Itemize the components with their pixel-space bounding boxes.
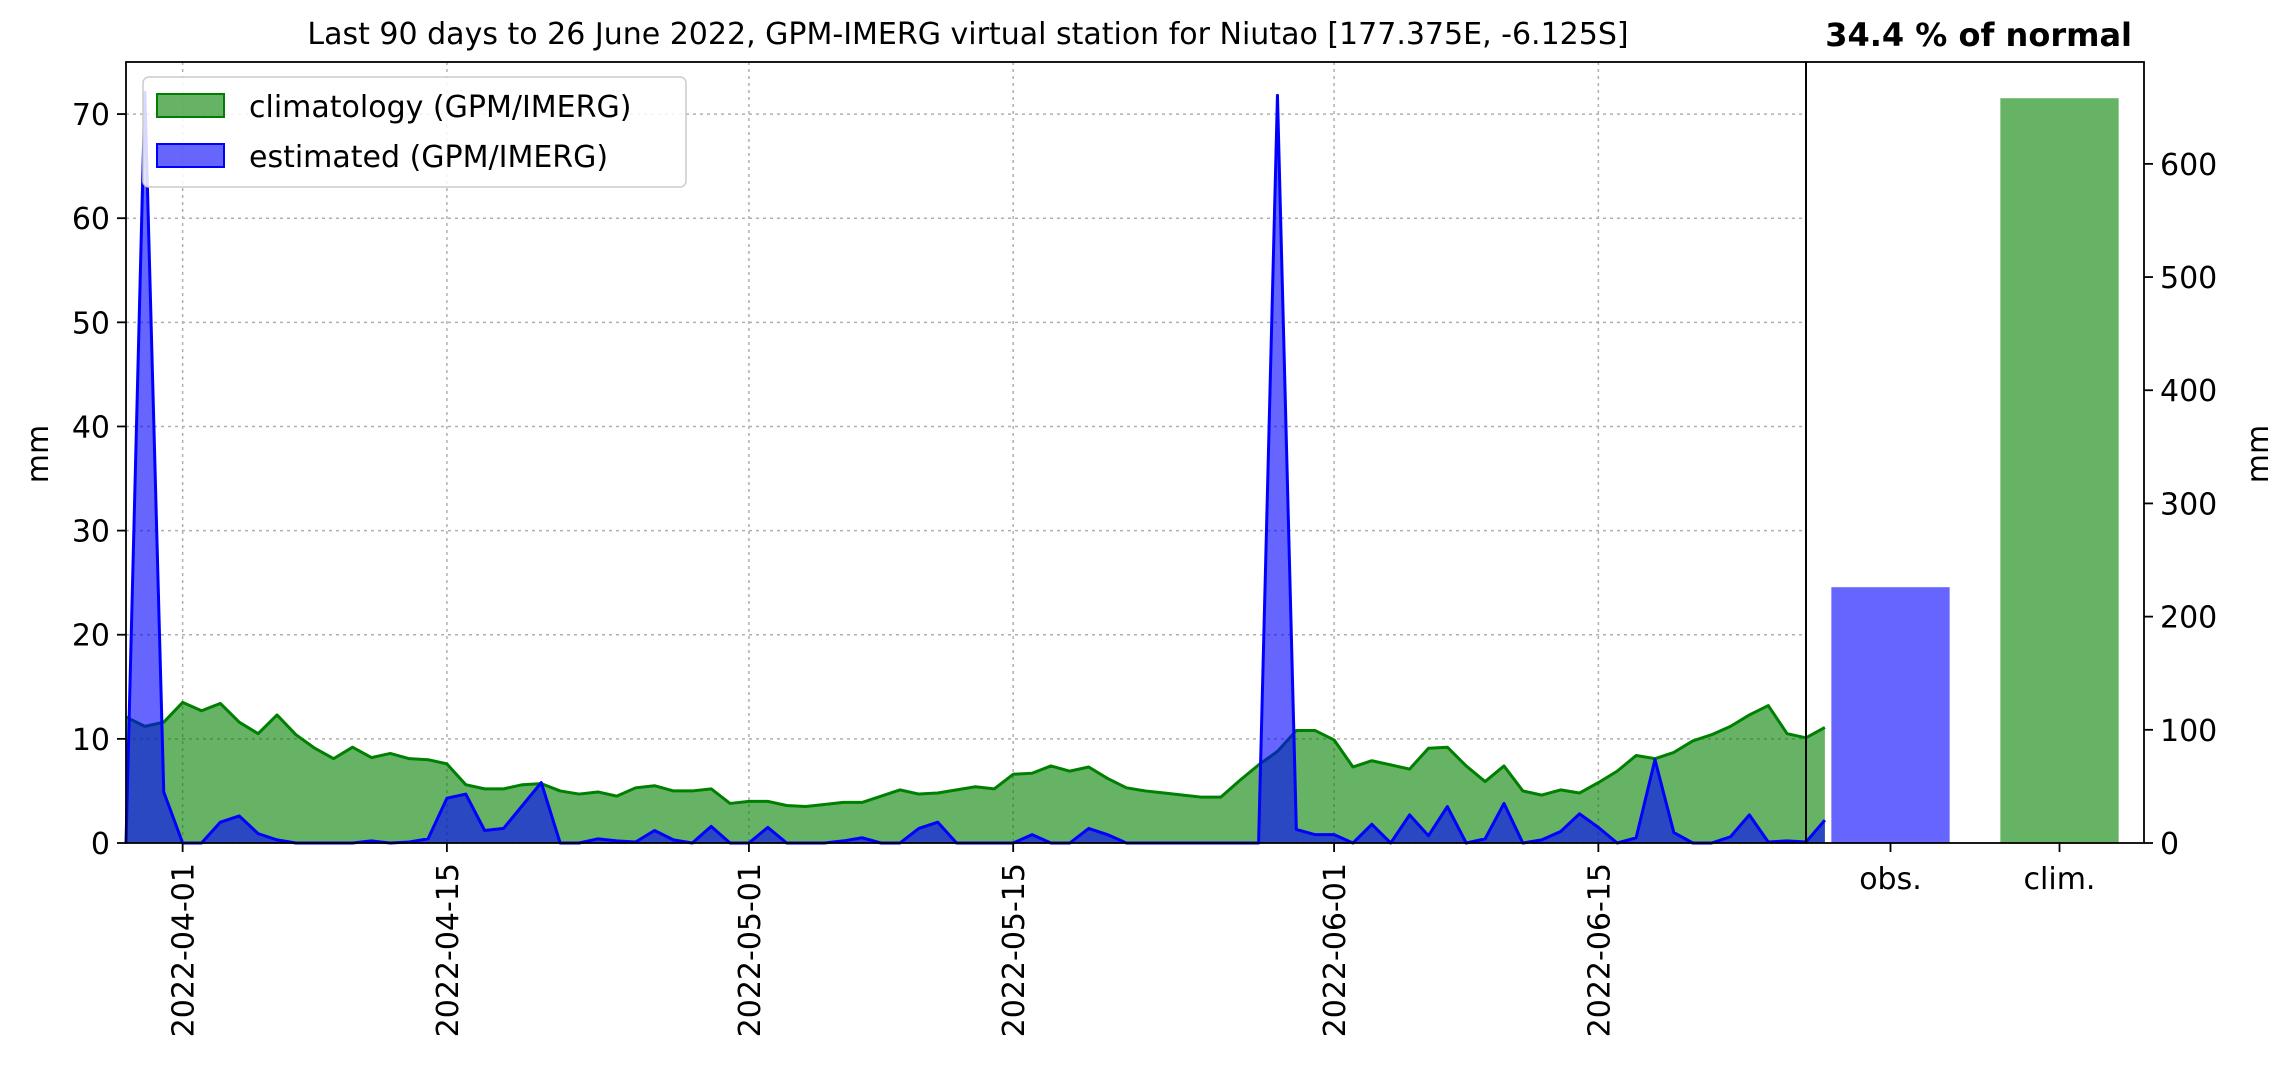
legend-label-estimated: estimated (GPM/IMERG)	[249, 140, 608, 175]
legend-label-climatology: climatology (GPM/IMERG)	[249, 90, 631, 125]
bar-y-tick-label: 400	[2160, 374, 2217, 409]
bar-y-ticks: 0 100 200 300 400 500 600	[2144, 148, 2217, 862]
main-chart-title: Last 90 days to 26 June 2022, GPM-IMERG …	[307, 17, 1628, 52]
x-tick-label: 2022-05-15	[997, 863, 1032, 1037]
main-y-ticks: 0 10 20 30 40 50 60 70	[72, 98, 126, 862]
bar-y-tick-label: 100	[2160, 714, 2217, 749]
bar-obs	[1831, 587, 1950, 843]
left-y-axis-label: mm	[21, 425, 56, 483]
bar-category-label: obs.	[1859, 862, 1922, 897]
bar-y-tick-label: 500	[2160, 261, 2217, 296]
bar-clim	[2000, 98, 2119, 844]
y-tick-label: 60	[72, 202, 110, 237]
y-tick-label: 30	[72, 515, 110, 550]
bar-y-tick-label: 0	[2160, 827, 2179, 862]
line-estimated	[124, 90, 1827, 845]
area-estimated	[126, 92, 1825, 843]
bar-y-tick-label: 300	[2160, 487, 2217, 522]
x-tick-label: 2022-04-01	[167, 863, 202, 1037]
bar-marks	[1831, 98, 2119, 844]
line-climatology	[125, 700, 1826, 809]
main-grid	[126, 62, 1806, 844]
y-tick-label: 40	[72, 410, 110, 445]
main-x-ticks: 2022-04-01 2022-04-15 2022-05-01 2022-05-15…	[167, 843, 1617, 1037]
bar-category-label: clim.	[2024, 862, 2096, 897]
y-tick-label: 70	[72, 98, 110, 133]
legend: climatology (GPM/IMERG) estimated (GPM/I…	[142, 76, 687, 188]
percent-of-normal-title: 34.4 % of normal	[1825, 16, 2132, 54]
x-tick-label: 2022-05-01	[733, 863, 768, 1037]
y-tick-label: 50	[72, 306, 110, 341]
legend-frame	[142, 76, 687, 188]
y-tick-label: 10	[72, 723, 110, 758]
x-tick-label: 2022-06-01	[1318, 863, 1353, 1037]
bar-axes	[1805, 61, 2145, 844]
y-tick-label: 20	[72, 619, 110, 654]
x-tick-label: 2022-06-15	[1582, 863, 1617, 1037]
bar-y-tick-label: 600	[2160, 148, 2217, 183]
x-tick-label: 2022-04-15	[431, 863, 466, 1037]
legend-swatch-climatology	[156, 93, 225, 118]
bar-plot-frame	[1805, 61, 2145, 844]
main-areas	[124, 90, 1827, 845]
bar-y-tick-label: 200	[2160, 601, 2217, 636]
y-tick-label: 0	[91, 827, 110, 862]
right-y-axis-label: mm	[2241, 425, 2276, 483]
legend-swatch-estimated	[156, 143, 225, 168]
bar-x-ticks: obs. clim.	[1859, 843, 2095, 897]
